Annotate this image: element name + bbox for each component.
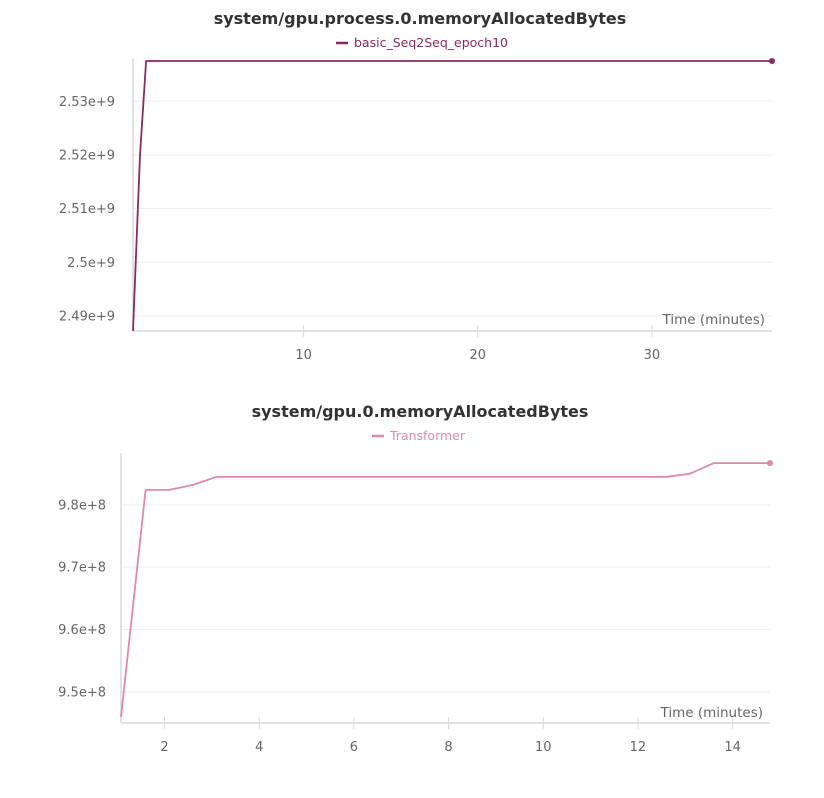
chart-title: system/gpu.process.0.memoryAllocatedByte… bbox=[214, 9, 627, 28]
x-tick-label: 4 bbox=[255, 740, 263, 755]
y-tick-label: 2.51e+9 bbox=[59, 202, 115, 217]
series-line[interactable] bbox=[132, 60, 772, 332]
y-tick-label: 9.7e+8 bbox=[58, 561, 106, 576]
grid bbox=[133, 100, 772, 317]
y-tick-label: 9.8e+8 bbox=[58, 498, 106, 513]
x-axis-title: Time (minutes) bbox=[659, 705, 763, 721]
x-tick-label: 12 bbox=[630, 740, 647, 755]
x-tick-label: 8 bbox=[444, 740, 452, 755]
legend[interactable]: basic_Seq2Seq_epoch10 bbox=[336, 35, 508, 50]
y-tick-label: 2.53e+9 bbox=[59, 95, 115, 110]
x-axis-title: Time (minutes) bbox=[661, 312, 765, 328]
chart-title: system/gpu.0.memoryAllocatedBytes bbox=[252, 402, 589, 421]
legend-label: basic_Seq2Seq_epoch10 bbox=[354, 35, 508, 50]
x-tick-label: 2 bbox=[160, 740, 168, 755]
x-tick-label: 10 bbox=[535, 740, 552, 755]
y-axis-ticks: 9.5e+8 9.6e+8 9.7e+8 9.8e+8 bbox=[58, 498, 106, 700]
series-endpoint[interactable] bbox=[769, 58, 775, 64]
x-tick-label: 30 bbox=[644, 348, 661, 363]
axes bbox=[132, 59, 772, 332]
x-axis-ticks: 2 4 6 8 10 12 14 bbox=[160, 717, 741, 755]
y-axis-ticks: 2.49e+9 2.5e+9 2.51e+9 2.52e+9 2.53e+9 bbox=[59, 95, 115, 325]
series[interactable] bbox=[132, 58, 775, 332]
x-tick-label: 14 bbox=[724, 740, 741, 755]
legend-label: Transformer bbox=[389, 428, 466, 443]
x-tick-label: 20 bbox=[469, 348, 486, 363]
y-tick-label: 2.49e+9 bbox=[59, 309, 115, 324]
x-tick-label: 6 bbox=[350, 740, 358, 755]
y-tick-label: 2.52e+9 bbox=[59, 148, 115, 163]
x-tick-label: 10 bbox=[295, 348, 312, 363]
x-axis-ticks: 10 20 30 bbox=[295, 325, 660, 363]
y-tick-label: 2.5e+9 bbox=[67, 256, 115, 271]
chart-gpu-memory: system/gpu.0.memoryAllocatedBytes Transf… bbox=[58, 402, 773, 755]
series[interactable] bbox=[120, 460, 773, 717]
legend[interactable]: Transformer bbox=[372, 428, 466, 443]
series-endpoint[interactable] bbox=[767, 460, 773, 467]
series-line[interactable] bbox=[120, 462, 770, 717]
y-tick-label: 9.5e+8 bbox=[58, 685, 106, 700]
axes bbox=[120, 453, 770, 724]
grid bbox=[121, 504, 770, 693]
chart-gpu-process-memory: system/gpu.process.0.memoryAllocatedByte… bbox=[59, 9, 775, 363]
y-tick-label: 9.6e+8 bbox=[58, 623, 106, 638]
